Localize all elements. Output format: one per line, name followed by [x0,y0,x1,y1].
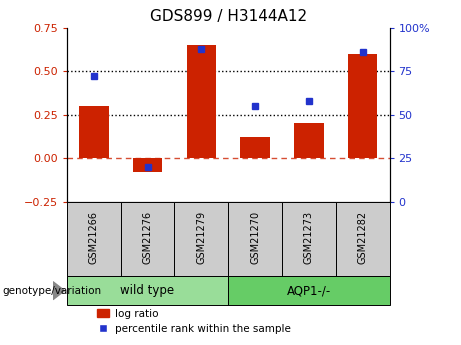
Title: GDS899 / H3144A12: GDS899 / H3144A12 [150,9,307,24]
Bar [294,124,324,158]
Text: genotype/variation: genotype/variation [2,286,101,296]
Bar [187,45,216,158]
Text: GSM21273: GSM21273 [304,211,314,264]
Text: GSM21276: GSM21276 [142,211,153,264]
Bar [133,158,162,172]
Text: GSM21279: GSM21279 [196,211,207,264]
Bar [121,202,174,276]
Text: AQP1-/-: AQP1-/- [287,284,331,297]
Bar [67,202,121,276]
Text: GSM21270: GSM21270 [250,211,260,264]
Text: wild type: wild type [120,284,175,297]
Bar [79,106,108,158]
Text: GSM21266: GSM21266 [89,211,99,264]
Bar [282,202,336,276]
Bar [174,202,228,276]
Bar [240,137,270,158]
Bar [228,276,390,305]
Bar [67,276,228,305]
Bar [336,202,390,276]
Polygon shape [53,282,65,299]
Text: GSM21282: GSM21282 [358,211,368,264]
Bar [228,202,282,276]
Legend: log ratio, percentile rank within the sample: log ratio, percentile rank within the sa… [93,305,295,338]
Bar [348,54,378,158]
